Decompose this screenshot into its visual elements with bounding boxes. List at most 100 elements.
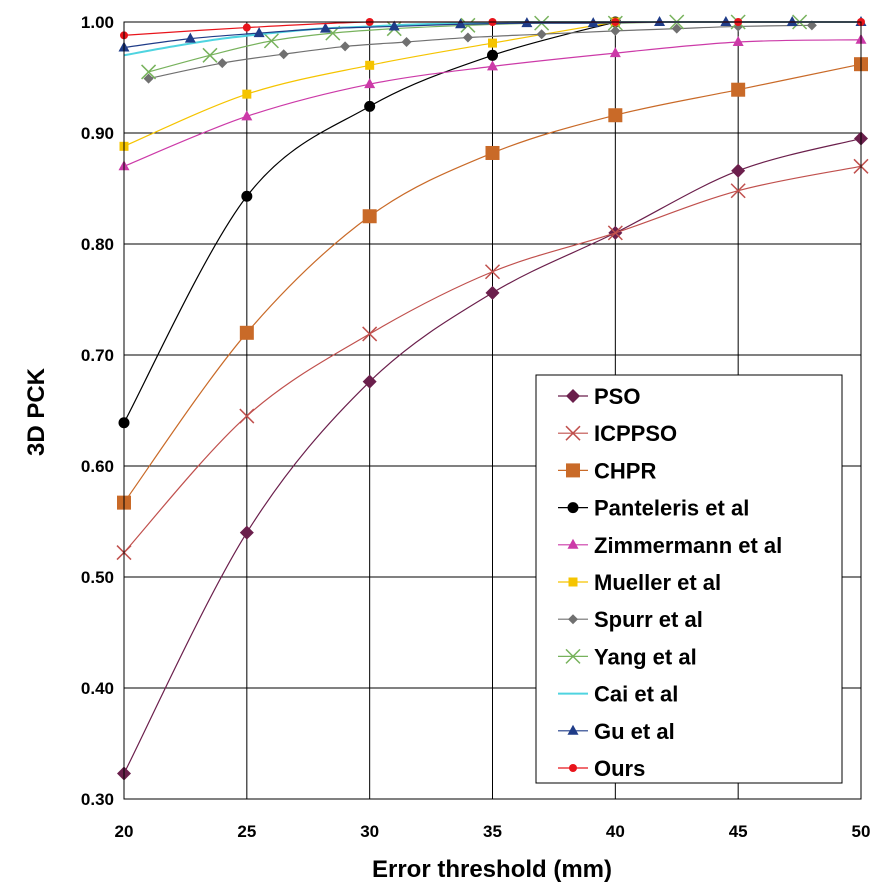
- data-point: [217, 58, 228, 69]
- legend-marker: [569, 764, 577, 772]
- marker-stroke: [202, 47, 218, 63]
- legend-label: Yang et al: [594, 644, 697, 669]
- plot-frame: [123, 21, 862, 800]
- legend-label: Ours: [594, 756, 645, 781]
- legend-label: Spurr et al: [594, 607, 703, 632]
- data-point: [364, 100, 376, 112]
- data-point: [241, 110, 253, 121]
- data-point: [609, 47, 621, 58]
- data-point: [485, 145, 500, 160]
- data-point: [241, 190, 253, 202]
- data-point: [239, 408, 255, 424]
- data-point: [242, 89, 252, 99]
- data-point: [278, 49, 289, 60]
- data-point: [608, 108, 623, 123]
- y-tick-label: 0.50: [81, 568, 114, 587]
- legend-marker: [565, 425, 581, 441]
- series-chpr: [117, 57, 868, 510]
- data-point: [239, 325, 254, 340]
- series-spurr-et-al: [143, 20, 817, 84]
- data-point: [786, 16, 798, 26]
- legend-marker: [567, 502, 579, 514]
- legend-label: Gu et al: [594, 719, 675, 744]
- data-point: [239, 525, 254, 540]
- legend-label: PSO: [594, 384, 640, 409]
- data-point: [484, 264, 501, 280]
- y-axis-label: 3D PCK: [23, 367, 50, 456]
- legend-entry: PSO: [558, 384, 640, 409]
- legend-marker: [568, 577, 578, 587]
- y-tick-label: 0.90: [81, 124, 114, 143]
- marker-stroke: [565, 648, 581, 664]
- data-point: [730, 183, 746, 199]
- legend: PSO ICPPSO CHPR Panteleris et al Zimmermann …: [535, 374, 843, 784]
- legend-marker: [567, 724, 579, 735]
- data-point: [671, 23, 682, 34]
- data-point: [460, 17, 476, 33]
- data-point: [455, 18, 467, 29]
- marker-stroke: [484, 264, 501, 280]
- legend-marker: [565, 648, 581, 664]
- data-point: [202, 47, 218, 63]
- legend-entry: Gu et al: [558, 719, 675, 744]
- legend-entry: Spurr et al: [558, 607, 703, 632]
- data-point: [487, 49, 498, 61]
- data-point: [654, 16, 666, 26]
- legend-label: Panteleris et al: [594, 496, 749, 521]
- legend-entry: Cai et al: [558, 682, 678, 707]
- series-zimmermann-et-al: [118, 33, 867, 171]
- y-tick-label: 0.60: [81, 457, 114, 476]
- marker-stroke: [362, 326, 378, 342]
- data-point: [731, 163, 746, 178]
- x-tick-label: 35: [483, 822, 502, 841]
- data-point: [610, 25, 621, 36]
- data-point: [242, 23, 251, 32]
- data-point: [253, 27, 265, 38]
- marker-stroke: [607, 225, 623, 241]
- data-point: [720, 16, 732, 26]
- data-point: [141, 64, 157, 80]
- legend-entry: Zimmermann et al: [558, 533, 782, 558]
- legend-entry: Yang et al: [558, 644, 697, 669]
- x-tick-label: 50: [852, 822, 871, 841]
- data-point: [143, 73, 154, 84]
- legend-entry: Ours: [558, 756, 645, 781]
- data-point: [319, 22, 331, 33]
- data-point: [184, 32, 196, 43]
- data-point: [401, 36, 412, 47]
- y-tick-label: 0.70: [81, 346, 114, 365]
- legend-marker: [566, 389, 580, 403]
- x-tick-label: 20: [115, 822, 134, 841]
- data-point: [388, 20, 400, 31]
- data-point: [487, 60, 498, 71]
- legend-label: Cai et al: [594, 682, 678, 707]
- legend-entry: CHPR: [558, 458, 656, 483]
- data-point: [365, 60, 375, 70]
- x-tick-label: 40: [606, 822, 625, 841]
- data-point: [362, 326, 378, 342]
- data-point: [340, 41, 351, 52]
- data-point: [731, 82, 746, 97]
- legend-marker: [568, 614, 578, 625]
- legend-entry: ICPPSO: [558, 421, 677, 446]
- legend-marker: [567, 538, 579, 549]
- legend-entry: Mueller et al: [558, 570, 721, 595]
- legend-label: ICPPSO: [594, 421, 677, 446]
- legend-marker: [566, 463, 580, 478]
- data-point: [362, 374, 377, 389]
- marker-stroke: [565, 425, 581, 441]
- legend-entry: Panteleris et al: [558, 496, 749, 521]
- x-tick-label: 25: [237, 822, 256, 841]
- data-point: [536, 29, 547, 40]
- data-point: [462, 32, 473, 43]
- marker-stroke: [460, 17, 476, 33]
- data-point: [607, 225, 623, 241]
- legend-label: CHPR: [594, 458, 656, 483]
- legend-box: [535, 374, 843, 784]
- data-point: [485, 285, 500, 300]
- y-tick-label: 0.80: [81, 235, 114, 254]
- data-point: [362, 209, 377, 224]
- data-point: [263, 33, 279, 49]
- marker-stroke: [141, 64, 157, 80]
